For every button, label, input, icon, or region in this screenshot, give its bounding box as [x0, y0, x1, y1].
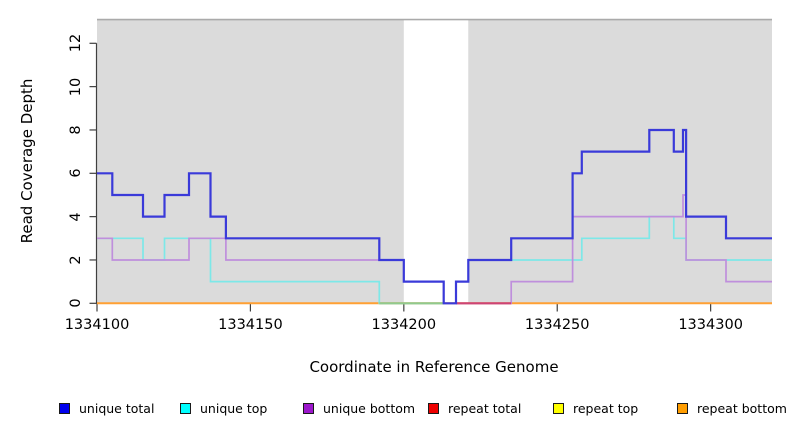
- legend-label: unique top: [200, 400, 268, 416]
- legend-item: unique bottom: [303, 398, 415, 418]
- legend-swatch: [553, 402, 564, 414]
- y-tick-label: 12: [68, 34, 84, 53]
- x-tick-label: 1334250: [524, 317, 590, 333]
- legend: unique total unique top unique bottom repea…: [0, 398, 792, 420]
- legend-item: repeat bottom: [677, 398, 787, 418]
- y-axis-title: Read Coverage Depth: [18, 78, 36, 244]
- legend-label: repeat total: [448, 400, 522, 416]
- y-tick-label: 0: [68, 298, 84, 308]
- legend-swatch: [677, 402, 688, 414]
- legend-item: repeat total: [428, 398, 521, 418]
- y-tick-label: 10: [68, 77, 84, 96]
- legend-item: repeat top: [553, 398, 638, 418]
- y-tick-label: 4: [68, 212, 84, 222]
- legend-label: unique total: [79, 400, 155, 416]
- legend-swatch: [180, 402, 191, 414]
- x-axis-title: Coordinate in Reference Genome: [309, 358, 559, 376]
- x-tick-label: 1334300: [678, 317, 743, 333]
- legend-swatch: [428, 402, 439, 414]
- legend-label: repeat bottom: [697, 400, 787, 416]
- series-unique-total: [97, 128, 772, 305]
- highlight-band: [403, 20, 469, 304]
- y-tick-label: 6: [68, 168, 84, 178]
- legend-item: unique total: [59, 398, 154, 418]
- y-tick-label: 2: [68, 255, 84, 265]
- x-tick-label: 1334100: [64, 317, 130, 333]
- legend-label: unique bottom: [323, 400, 416, 416]
- x-tick-label: 1334150: [218, 317, 283, 333]
- legend-item: unique top: [180, 398, 267, 418]
- legend-swatch: [59, 402, 70, 414]
- legend-swatch: [303, 402, 314, 414]
- y-tick-label: 8: [68, 125, 84, 135]
- x-tick-label: 1334200: [371, 317, 437, 333]
- legend-label: repeat top: [573, 400, 639, 416]
